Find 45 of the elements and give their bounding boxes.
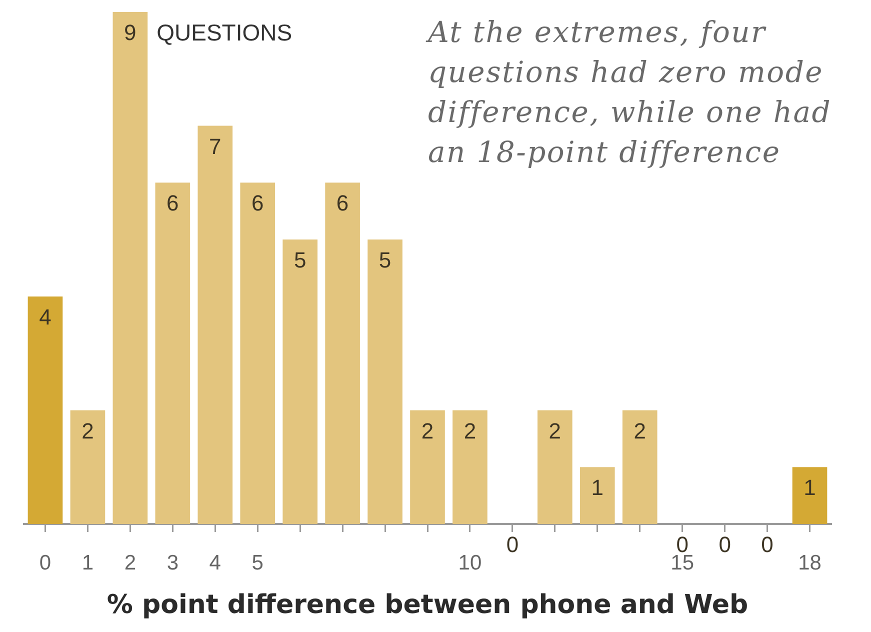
x-tick-label: 18 bbox=[798, 551, 822, 574]
data-label: 2 bbox=[421, 418, 434, 444]
bar bbox=[155, 182, 190, 524]
bar bbox=[580, 467, 615, 524]
data-label: 1 bbox=[591, 475, 604, 500]
bar bbox=[410, 410, 445, 524]
x-tick-label: 2 bbox=[124, 551, 136, 574]
data-label: 2 bbox=[464, 418, 476, 444]
data-label: 0 bbox=[718, 532, 731, 558]
x-axis-title: % point difference between phone and Web bbox=[106, 590, 748, 620]
x-tick-label: 0 bbox=[39, 551, 52, 574]
bar bbox=[792, 467, 828, 524]
data-label: 5 bbox=[294, 248, 306, 273]
data-label: 6 bbox=[166, 190, 179, 216]
bar bbox=[452, 410, 488, 524]
bar bbox=[28, 296, 63, 524]
x-tick-label: 5 bbox=[252, 551, 264, 574]
data-label: 2 bbox=[548, 418, 562, 444]
bar bbox=[282, 240, 318, 524]
x-tick-label: 3 bbox=[166, 551, 178, 574]
x-tick-label: 10 bbox=[458, 551, 482, 574]
bar bbox=[112, 12, 148, 524]
data-label: 2 bbox=[634, 418, 646, 444]
data-label: 1 bbox=[804, 475, 816, 500]
data-label: 6 bbox=[251, 190, 264, 216]
bar bbox=[325, 182, 360, 524]
x-tick-label: 15 bbox=[670, 551, 694, 574]
bar bbox=[198, 126, 233, 524]
bar bbox=[240, 182, 276, 524]
data-label: 0 bbox=[761, 532, 774, 558]
data-label: 4 bbox=[39, 304, 52, 330]
data-label: 9 bbox=[124, 20, 136, 46]
x-tick-label: 4 bbox=[209, 551, 222, 574]
bar bbox=[368, 240, 402, 524]
bar bbox=[70, 410, 106, 524]
bar bbox=[622, 410, 658, 524]
data-label: 0 bbox=[506, 532, 519, 558]
data-label: 6 bbox=[336, 190, 349, 216]
x-tick-label: 1 bbox=[82, 551, 94, 574]
data-label: 7 bbox=[209, 134, 222, 159]
bar bbox=[538, 410, 572, 524]
annotation: QUESTIONS bbox=[156, 19, 292, 46]
data-label: 2 bbox=[82, 418, 94, 444]
data-label: 5 bbox=[378, 248, 392, 273]
annotation: At the extremes, four questions had zero mode difference, while one had an 18-point difference bbox=[428, 14, 832, 171]
